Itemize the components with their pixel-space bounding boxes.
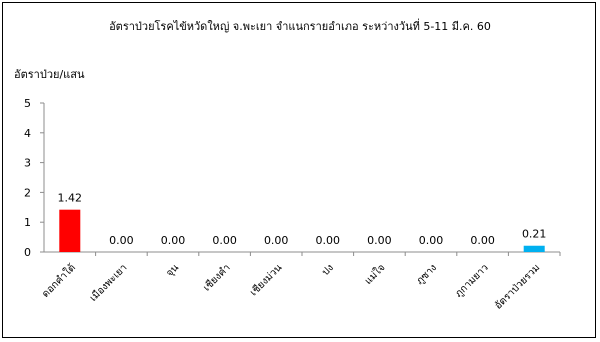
y-tick-label: 1 (24, 216, 31, 229)
y-tick-label: 2 (24, 186, 31, 199)
data-label: 0.00 (212, 234, 237, 247)
chart-frame (2, 2, 596, 338)
data-label: 0.00 (264, 234, 289, 247)
x-tick-label: จุน (164, 262, 181, 279)
bar (59, 209, 81, 252)
data-label: 0.00 (109, 234, 134, 247)
data-label: 0.21 (522, 228, 547, 241)
data-label: 1.42 (58, 192, 83, 205)
bar (523, 245, 545, 252)
data-label: 0.00 (316, 234, 341, 247)
data-label: 0.00 (470, 234, 495, 247)
x-tick-label: ดอกคำใต้ (40, 262, 78, 300)
x-tick-label: ภูกามยาว (453, 262, 490, 299)
chart-title: อัตราป่วยโรคไข้หวัดใหญ่ จ.พะเยา จำแนกราย… (109, 18, 491, 33)
y-tick-label: 3 (24, 157, 31, 170)
data-label: 0.00 (419, 234, 444, 247)
x-tick-label: ภูซาง (414, 262, 439, 287)
x-tick-label: ปง (320, 262, 336, 278)
y-tick-label: 4 (24, 127, 31, 140)
x-tick-label: เชียงม่วน (248, 262, 285, 299)
data-label: 0.00 (161, 234, 186, 247)
y-tick-label: 0 (24, 246, 31, 259)
x-tick-label: เชียงคำ (201, 262, 233, 294)
x-tick-label: เมืองพะเยา (87, 262, 129, 304)
x-tick-label: แม่ใจ (362, 262, 387, 287)
x-tick-label: อัตราป่วยรวม (493, 262, 542, 311)
data-label: 0.00 (367, 234, 392, 247)
y-tick-label: 5 (24, 97, 31, 110)
y-axis-label: อัตราป่วย/แสน (14, 68, 85, 81)
